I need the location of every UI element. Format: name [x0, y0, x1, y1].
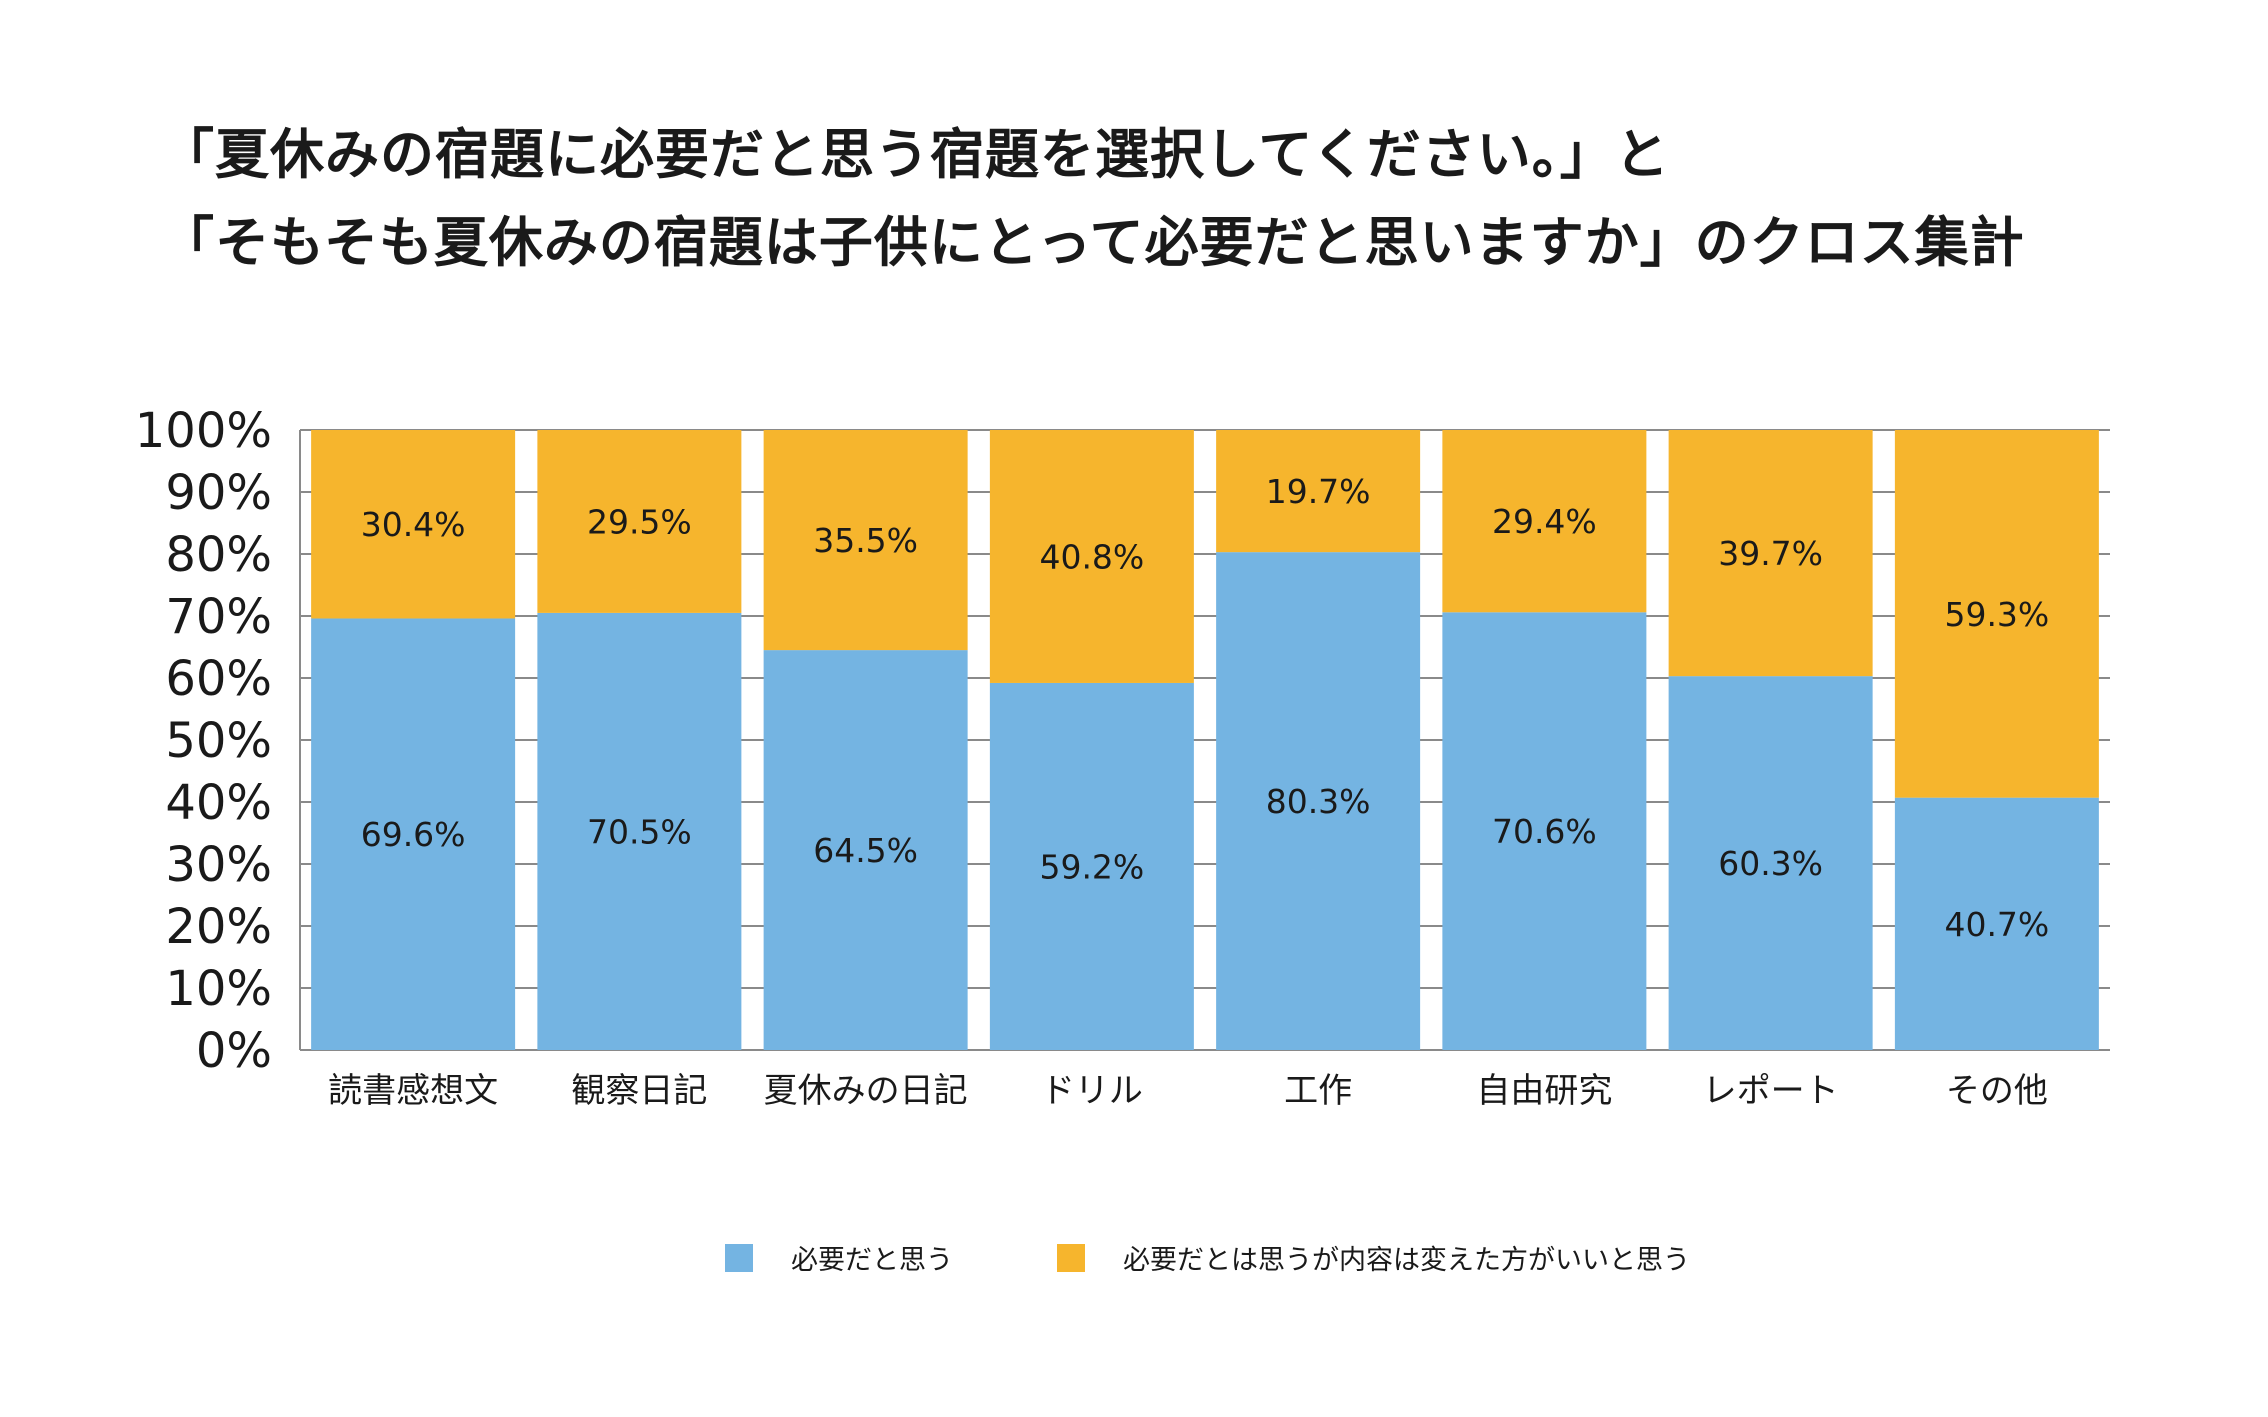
y-tick-label: 80%: [165, 527, 272, 583]
y-tick-label: 60%: [165, 651, 272, 707]
data-label: 29.4%: [1492, 502, 1597, 541]
data-label: 30.4%: [361, 505, 466, 544]
legend-item-series-1: 必要だと思う: [725, 1238, 953, 1277]
data-label: 19.7%: [1266, 472, 1371, 511]
bar-segment-series-1: [537, 612, 742, 1050]
bar-segment-series-2: [989, 430, 1194, 683]
legend-label-series-2: 必要だとは思うが内容は変えた方がいいと思う: [1123, 1245, 1690, 1276]
bar-segment-series-2: [1442, 430, 1647, 613]
data-label: 70.5%: [587, 812, 692, 851]
x-category-label: レポート: [1703, 1071, 1839, 1111]
data-label: 39.7%: [1718, 534, 1823, 573]
bar-segment-series-2: [1894, 430, 2099, 798]
bar-segment-series-2: [1216, 430, 1421, 553]
data-label: 70.6%: [1492, 812, 1597, 851]
bar-segment-series-2: [1668, 430, 1873, 677]
data-label: 40.7%: [1944, 905, 2049, 944]
bar-segment-series-1: [1894, 797, 2099, 1050]
data-label: 80.3%: [1266, 782, 1371, 821]
data-label: 64.5%: [813, 831, 918, 870]
data-label: 69.6%: [361, 815, 466, 854]
data-label: 60.3%: [1718, 844, 1823, 883]
y-tick-label: 70%: [165, 589, 272, 645]
y-tick-label: 0%: [196, 1023, 272, 1079]
bar-segment-series-1: [1442, 612, 1647, 1050]
chart-title-line-2: 「そもそも夏休みの宿題は子供にとって必要だと思いますか」のクロス集計: [160, 211, 2025, 274]
data-label: 40.8%: [1039, 537, 1144, 576]
y-tick-label: 10%: [165, 961, 272, 1017]
bar-segment-series-1: [1668, 676, 1873, 1050]
y-tick-label: 100%: [135, 403, 272, 459]
bar-segment-series-1: [989, 682, 1194, 1050]
data-label: 35.5%: [813, 521, 918, 560]
y-tick-label: 40%: [165, 775, 272, 831]
x-category-label: 自由研究: [1476, 1071, 1612, 1111]
legend-label-series-1: 必要だと思う: [791, 1245, 953, 1276]
y-tick-label: 30%: [165, 837, 272, 893]
x-category-label: 夏休みの日記: [764, 1071, 968, 1111]
y-tick-label: 50%: [165, 713, 272, 769]
bar-segment-series-1: [311, 618, 516, 1050]
bar-segment-series-2: [537, 430, 742, 613]
y-tick-label: 90%: [165, 465, 272, 521]
x-category-label: ドリル: [1041, 1071, 1143, 1111]
chart-title-line-1: 「夏休みの宿題に必要だと思う宿題を選択してください。」と: [160, 123, 1670, 186]
bar-segment-series-1: [1216, 552, 1421, 1050]
legend-item-series-2: 必要だとは思うが内容は変えた方がいいと思う: [1057, 1238, 1690, 1277]
bar-segment-series-1: [763, 650, 968, 1050]
legend-swatch-series-2: [1057, 1243, 1085, 1272]
x-category-label: 観察日記: [571, 1071, 707, 1111]
y-tick-label: 20%: [165, 899, 272, 955]
x-category-label: 工作: [1284, 1071, 1352, 1111]
data-label: 59.3%: [1944, 595, 2049, 634]
bar-segment-series-2: [311, 430, 516, 619]
x-category-label: その他: [1946, 1071, 2048, 1111]
x-category-label: 読書感想文: [328, 1071, 498, 1111]
bar-segment-series-2: [763, 430, 968, 651]
data-label: 59.2%: [1039, 847, 1144, 886]
data-label: 29.5%: [587, 502, 692, 541]
legend-swatch-series-1: [725, 1243, 753, 1272]
